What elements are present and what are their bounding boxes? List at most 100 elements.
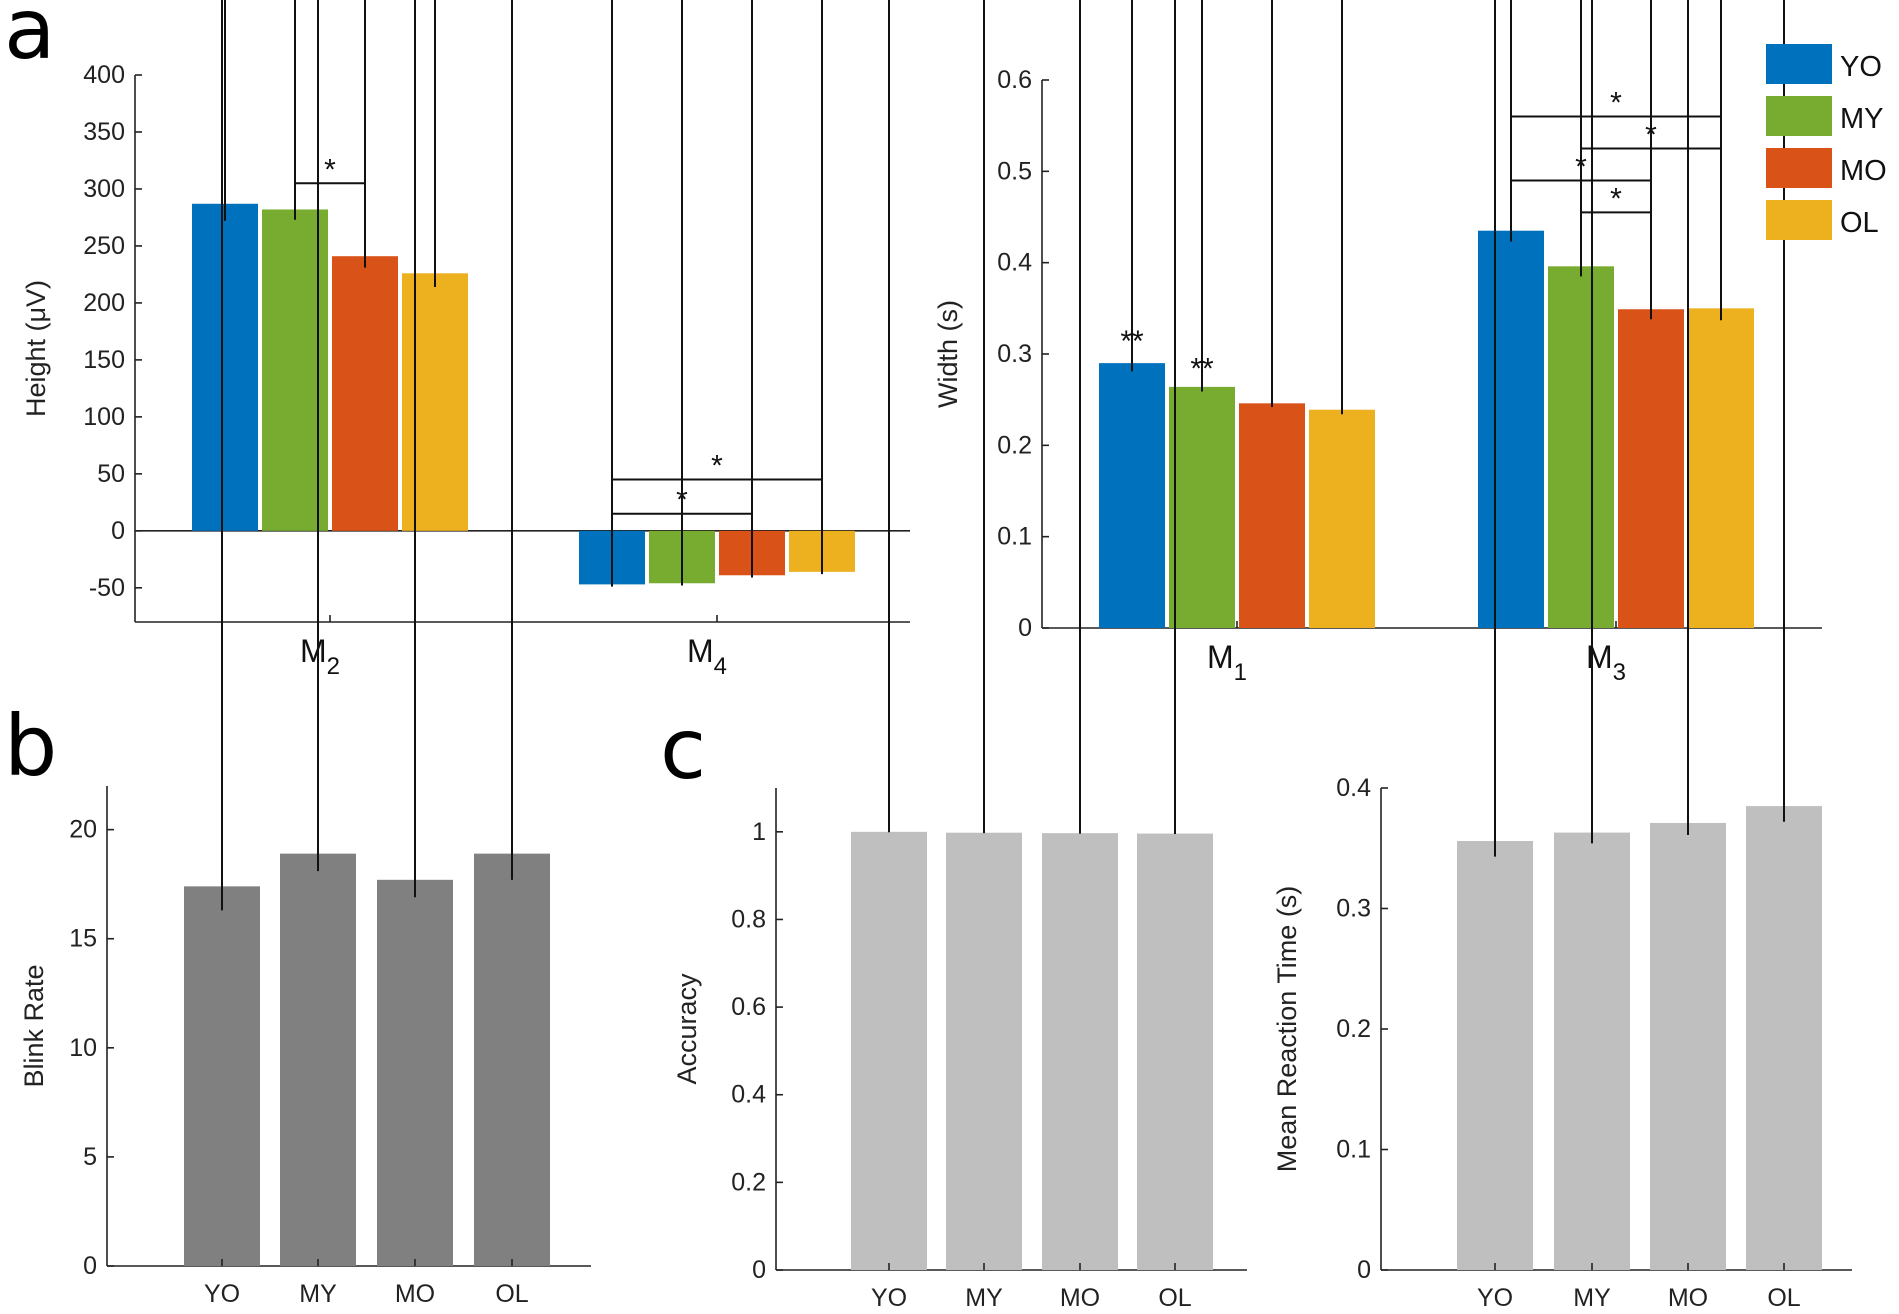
x-tick-label: OL [495,1280,528,1308]
x-tick-label: OL [1158,1284,1191,1312]
bar-YO [184,886,260,1266]
y-tick-label: 0.4 [731,1081,766,1109]
legend-swatch-OL [1766,200,1832,240]
y-tick-label: 0 [111,517,125,545]
bar-MY-M1 [1169,386,1235,628]
significance-bracket [611,512,753,521]
bar-YO-M3 [1478,230,1544,628]
y-axis-label: Accuracy [672,973,702,1085]
bar-MO [1042,833,1118,1270]
bar-OL [474,853,550,1266]
y-tick-label: 50 [97,460,125,488]
x-tick-label: MY [965,1284,1003,1312]
bar-OL-M2 [402,273,468,531]
y-tick-label: 10 [69,1034,97,1062]
x-tick-label: MY [1573,1284,1611,1312]
bar-MY-M3 [1548,266,1614,628]
y-tick-label: 400 [83,61,125,89]
y-tick-label: 0.6 [997,66,1032,94]
y-tick-label: 0.4 [997,249,1032,277]
y-tick-label: 1 [752,818,766,846]
significance-bracket [1510,115,1722,124]
x-tick-label: M4 [687,633,727,680]
legend-label-MO: MO [1840,155,1887,187]
bar-YO-M1 [1099,363,1165,628]
legend: YO MY MO OL [1766,44,1887,240]
legend-label-MY: MY [1840,103,1884,135]
height-chart: -50 0 50 100 150 200 250 300 350 400 Height (μV) M2… [21,0,910,680]
bar-MO-M1 [1239,403,1305,628]
significance-label: * [324,153,336,186]
y-tick-label: 0.8 [731,905,766,933]
y-tick-label: 0.4 [1336,774,1371,802]
y-tick-label: 0.2 [731,1168,766,1196]
x-tick-label: MY [299,1280,337,1308]
x-tick-label: YO [204,1280,240,1308]
significance-label: * [711,450,723,483]
x-tick-label: MO [1060,1284,1100,1312]
bar-OL-M1 [1309,409,1375,628]
y-tick-label: 15 [69,925,97,953]
y-tick-label: 350 [83,118,125,146]
x-tick-label: YO [871,1284,907,1312]
y-tick-label: 0 [752,1256,766,1284]
legend-label-OL: OL [1840,207,1879,239]
y-tick-label: 0.2 [997,431,1032,459]
y-tick-label: 0.1 [1336,1136,1371,1164]
y-tick-label: 150 [83,346,125,374]
significance-label: * [1575,150,1587,183]
x-tick-label: M2 [300,633,340,680]
x-tick-label: YO [1477,1284,1513,1312]
y-tick-label: 0.2 [1336,1015,1371,1043]
y-axis-label: Width (s) [933,300,963,408]
x-tick-label: M3 [1586,639,1626,686]
bar-MO [1650,822,1726,1270]
panel-label-b: b [4,697,57,795]
bar-MY [1554,832,1630,1270]
bar-MO-M2 [332,256,398,531]
y-tick-label: 100 [83,403,125,431]
bar-YO [1457,841,1533,1270]
legend-swatch-MY [1766,96,1832,136]
blink-rate-chart: 0 5 10 15 20 Blink Rate YO MY MO OL [19,0,591,1308]
y-tick-label: 0.3 [997,340,1032,368]
bar-MO [377,879,453,1266]
y-tick-label: 0 [1357,1256,1371,1284]
accuracy-chart: 0 0.2 0.4 0.6 0.8 1 Accuracy YO MY MO OL [672,0,1247,1312]
x-tick-label: MO [395,1280,435,1308]
bar-MO-M3 [1618,309,1684,628]
bar-YO-M2 [192,203,258,531]
legend-swatch-MO [1766,148,1832,188]
bar-OL [1137,833,1213,1270]
legend-swatch-YO [1766,44,1832,84]
y-tick-label: 0.6 [731,993,766,1021]
significance-label: ** [1120,325,1144,358]
significance-bracket [1580,147,1722,156]
bar-MY [946,832,1022,1270]
significance-label: * [1610,87,1622,120]
y-tick-label: 20 [69,816,97,844]
significance-bracket [1580,211,1652,220]
significance-label: ** [1190,352,1214,385]
y-tick-label: 300 [83,175,125,203]
x-tick-label: M1 [1207,639,1247,686]
y-tick-label: 0 [83,1252,97,1280]
y-tick-label: 250 [83,232,125,260]
y-axis-label: Height (μV) [21,280,51,417]
significance-bracket [611,478,823,487]
bar-OL [1746,806,1822,1270]
significance-bracket [294,182,366,191]
reaction-time-chart: 0 0.1 0.2 0.3 0.4 Mean Reaction Time (s) YO MY M… [1272,0,1852,1312]
y-tick-label: 0 [1018,614,1032,642]
panel-label-c: c [660,700,706,798]
y-tick-label: 0.5 [997,157,1032,185]
bar-OL-M3 [1688,308,1754,628]
y-axis-label: Blink Rate [19,964,49,1087]
panel-label-a: a [4,0,55,78]
significance-label: * [1610,182,1622,215]
legend-label-YO: YO [1840,51,1882,83]
significance-bracket [1510,179,1652,188]
bar-MY [280,853,356,1266]
